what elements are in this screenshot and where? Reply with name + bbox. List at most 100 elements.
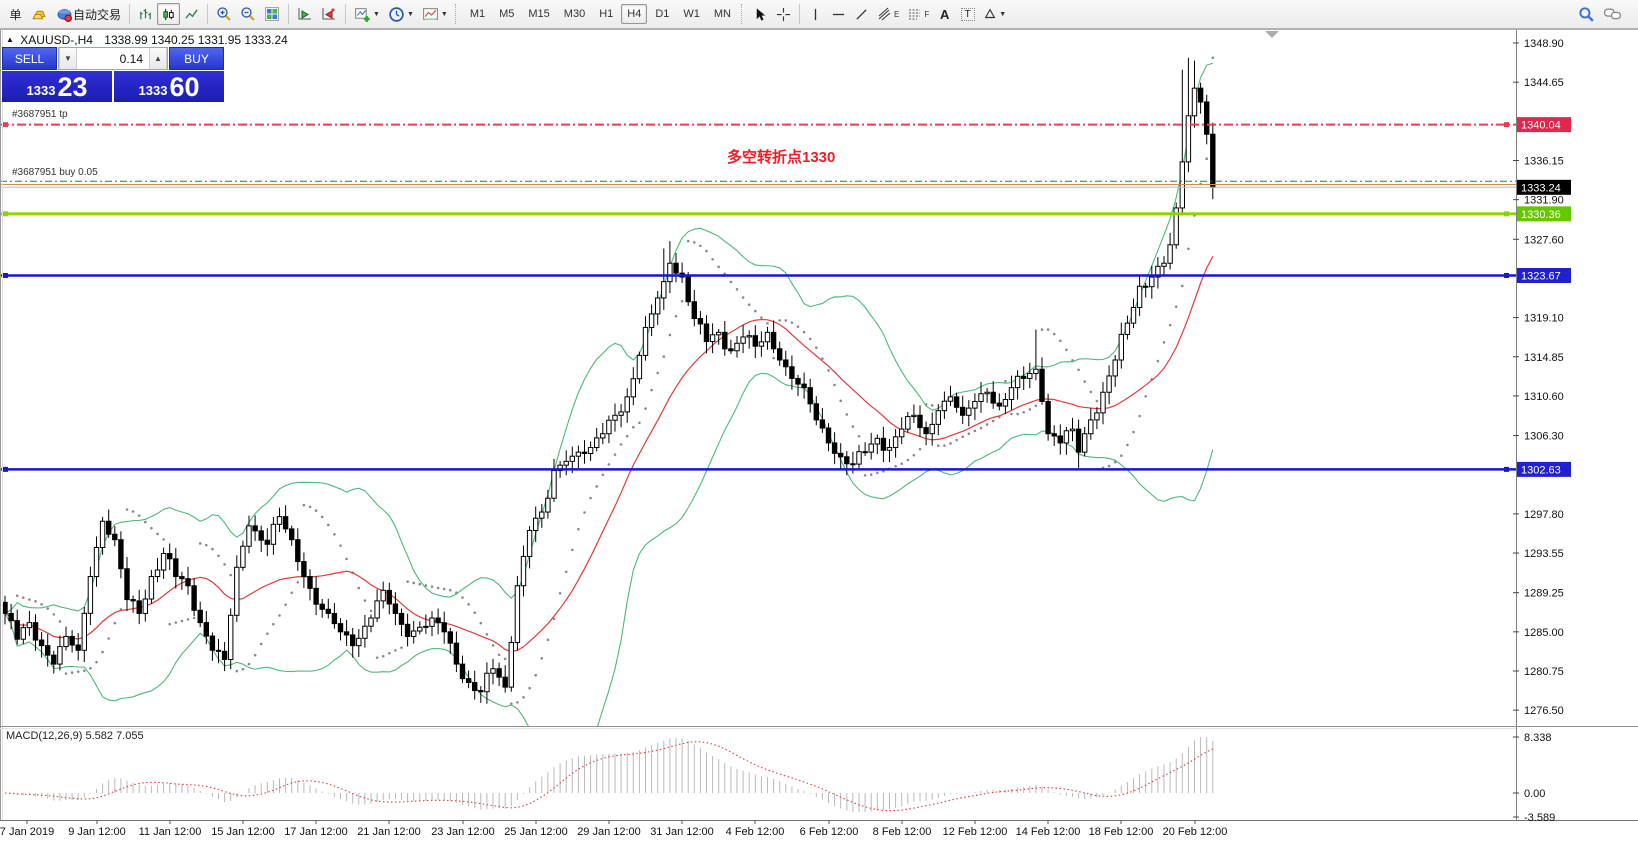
market-watch-button[interactable] bbox=[27, 3, 52, 25]
dropdown-arrow-icon: ▼ bbox=[440, 10, 448, 18]
chart-shift-icon bbox=[322, 8, 336, 20]
volume-increase-button[interactable]: ▲ bbox=[149, 48, 167, 69]
channel-icon bbox=[909, 9, 921, 20]
zoom-out-icon bbox=[241, 7, 255, 21]
periods-menu-button[interactable]: ▼ bbox=[384, 3, 418, 25]
templates-menu-button[interactable]: ▼ bbox=[418, 3, 452, 25]
sell-price-button[interactable]: 1333 23 bbox=[2, 71, 112, 102]
tf-mn-button[interactable]: MN bbox=[713, 8, 731, 20]
svg-text:6 Feb 12:00: 6 Feb 12:00 bbox=[800, 826, 859, 838]
tf-m15-button[interactable]: M15 bbox=[528, 8, 550, 20]
price-badge bbox=[1517, 267, 1571, 283]
autotrade-label: 自动交易 bbox=[73, 7, 122, 22]
chart-shift-button[interactable] bbox=[317, 3, 341, 25]
svg-text:23 Jan 12:00: 23 Jan 12:00 bbox=[431, 826, 495, 838]
vertical-line-icon bbox=[814, 8, 817, 20]
macd-name: MACD(12,26,9) bbox=[6, 730, 83, 742]
price-pane[interactable] bbox=[2, 56, 1216, 771]
volume-value[interactable]: 0.14 bbox=[119, 51, 143, 66]
sell-button[interactable]: SELL bbox=[2, 47, 57, 70]
candlestick-icon bbox=[163, 8, 174, 20]
tile-windows-icon bbox=[265, 7, 280, 21]
parabolic-sar-dots bbox=[15, 56, 1215, 706]
line-chart-mode-button[interactable] bbox=[180, 3, 203, 25]
zoom-out-button[interactable] bbox=[236, 3, 260, 25]
bar-chart-mode-button[interactable] bbox=[134, 3, 157, 25]
label-tool-icon: T bbox=[960, 7, 975, 21]
candles bbox=[2, 57, 1216, 704]
tf-h1-button[interactable]: H1 bbox=[599, 8, 614, 20]
ma-line bbox=[4, 256, 1214, 653]
cursor-tool-button[interactable] bbox=[749, 3, 772, 25]
text-tool-button[interactable]: A bbox=[933, 3, 956, 25]
toolbar-grip bbox=[741, 4, 746, 24]
auto-scroll-icon bbox=[298, 8, 312, 20]
svg-text:1336.15: 1336.15 bbox=[1524, 155, 1564, 167]
svg-text:1285.00: 1285.00 bbox=[1524, 627, 1564, 639]
svg-text:1327.60: 1327.60 bbox=[1524, 234, 1564, 246]
tf-m30-button[interactable]: M30 bbox=[563, 8, 586, 20]
new-order-button[interactable]: 单 bbox=[4, 3, 27, 25]
clock-icon bbox=[389, 6, 404, 22]
buy-price-button[interactable]: 1333 60 bbox=[114, 71, 224, 102]
divider bbox=[799, 4, 800, 24]
chart-title: ▲ XAUUSD-,H4 1338.99 1340.25 1331.95 133… bbox=[6, 33, 288, 47]
text-tool-icon: A bbox=[940, 6, 950, 22]
svg-text:1314.85: 1314.85 bbox=[1524, 352, 1564, 364]
buy-button[interactable]: BUY bbox=[169, 47, 224, 70]
horizontal-line-icon bbox=[832, 13, 845, 15]
tile-windows-button[interactable] bbox=[260, 3, 284, 25]
sell-price-small: 1333 bbox=[26, 83, 56, 98]
svg-text:0.00: 0.00 bbox=[1524, 788, 1545, 800]
indicators-menu-button[interactable]: ▼ bbox=[350, 3, 384, 25]
label-tool-button[interactable]: T bbox=[956, 3, 979, 25]
svg-text:15 Jan 12:00: 15 Jan 12:00 bbox=[211, 826, 275, 838]
vertical-line-tool-button[interactable] bbox=[804, 3, 827, 25]
svg-text:31 Jan 12:00: 31 Jan 12:00 bbox=[650, 826, 714, 838]
shapes-icon bbox=[984, 8, 996, 19]
divider bbox=[345, 4, 347, 24]
dropdown-arrow-icon: ▼ bbox=[406, 10, 414, 18]
symbol-period-label: XAUUSD-,H4 bbox=[20, 33, 93, 47]
one-click-trading-panel: SELL ▼ 0.14 ▲ BUY 1333 23 1333 60 bbox=[2, 47, 224, 102]
svg-text:7 Jan 2019: 7 Jan 2019 bbox=[0, 826, 54, 838]
svg-text:1331.90: 1331.90 bbox=[1524, 195, 1564, 207]
auto-scroll-button[interactable] bbox=[293, 3, 317, 25]
svg-text:1297.80: 1297.80 bbox=[1524, 509, 1564, 521]
chart-shift-marker[interactable] bbox=[1265, 31, 1279, 38]
channel-tool-button[interactable]: F bbox=[903, 3, 933, 25]
tf-m5-button[interactable]: M5 bbox=[499, 8, 515, 20]
macd-pane[interactable] bbox=[4, 737, 1214, 813]
line-chart-icon bbox=[185, 8, 198, 19]
svg-text:17 Jan 12:00: 17 Jan 12:00 bbox=[284, 826, 348, 838]
trendline-tool-button[interactable] bbox=[850, 3, 873, 25]
new-order-label: 单 bbox=[9, 7, 22, 22]
candlestick-mode-button[interactable] bbox=[157, 3, 181, 25]
chat-button[interactable] bbox=[1599, 3, 1626, 25]
divider bbox=[207, 4, 209, 24]
fibo-sub-label: E bbox=[894, 9, 900, 19]
autotrade-button[interactable]: 自动交易 bbox=[52, 3, 125, 25]
price-axis[interactable]: 1348.90 1344.65 1336.15 1331.90 1327.60 1319.… bbox=[1513, 38, 1571, 824]
tf-h4-button[interactable]: H4 bbox=[621, 4, 648, 24]
fibonacci-tool-button[interactable]: E bbox=[873, 3, 903, 25]
gold-ingot-icon bbox=[32, 10, 46, 19]
time-axis[interactable]: 7 Jan 2019 9 Jan 12:00 11 Jan 12:00 15 Jan … bbox=[0, 821, 1227, 838]
shapes-menu-button[interactable]: ▼ bbox=[979, 3, 1010, 25]
search-button[interactable] bbox=[1574, 3, 1599, 25]
horizontal-line-tool-button[interactable] bbox=[827, 3, 850, 25]
take-profit-order-label: #3687951 tp bbox=[12, 109, 68, 120]
svg-text:20 Feb 12:00: 20 Feb 12:00 bbox=[1163, 826, 1228, 838]
volume-decrease-button[interactable]: ▼ bbox=[59, 48, 77, 69]
crosshair-tool-button[interactable] bbox=[772, 3, 795, 25]
tf-m1-button[interactable]: M1 bbox=[469, 8, 486, 20]
zoom-in-button[interactable] bbox=[212, 3, 236, 25]
tf-w1-button[interactable]: W1 bbox=[683, 8, 700, 20]
chart-text-annotation: 多空转折点1330 bbox=[727, 149, 836, 166]
add-indicator-icon bbox=[355, 7, 370, 22]
ohlc-readout: 1338.99 1340.25 1331.95 1333.24 bbox=[104, 33, 288, 47]
price-badge bbox=[1517, 117, 1571, 133]
tf-d1-button[interactable]: D1 bbox=[655, 8, 670, 20]
